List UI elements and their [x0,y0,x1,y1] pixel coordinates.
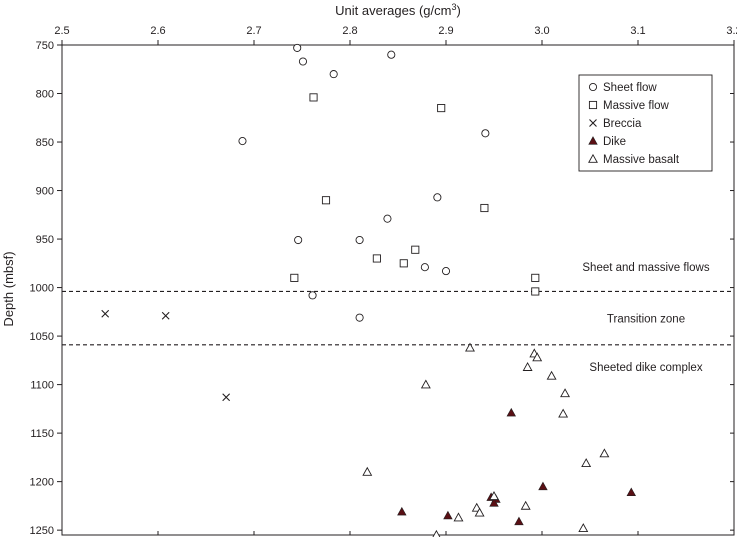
sheet-flow-point [420,263,429,272]
massive-flow-point [290,273,299,282]
sheet-flow-point [481,129,490,138]
legend-marker-breccia [589,119,597,127]
x-axis: 2.5 2.6 2.7 2.8 2.9 3.0 3.1 3.2 [54,25,737,535]
dike-point [489,498,499,507]
massive-basalt-point [532,352,543,362]
legend-label-breccia: Breccia [603,118,642,130]
legend-marker-massive-flow [588,100,598,110]
zone-label: Transition zone [607,314,685,326]
massive-flow-point [309,93,318,102]
x-tick-label: 2.7 [246,25,261,37]
sheet-flow-point [387,50,396,59]
sheet-flow-point [329,70,338,79]
y-tick-label: 1250 [30,525,54,537]
massive-basalt-point [432,529,441,537]
massive-flow-point [321,196,331,205]
massive-flow-point [531,273,540,282]
massive-basalt-point [465,342,475,352]
massive-basalt-point [578,523,589,533]
data-points [101,43,636,537]
x-tick-label: 3.1 [630,25,645,37]
dike-point [443,510,453,520]
x-tick-label: 2.6 [150,25,165,37]
sheet-flow-point [294,235,303,245]
legend: Sheet flow Massive flow Breccia Dike Massive… [578,74,713,172]
massive-flow-point [411,245,420,254]
sheet-flow-point [383,214,392,223]
breccia-point [222,393,231,402]
massive-basalt-point [599,448,610,458]
y-tick-label: 800 [36,89,54,101]
x-tick-label: 2.8 [342,25,357,37]
legend-label-massive-flow: Massive flow [603,100,670,112]
dike-point [397,506,407,516]
dike-point [514,516,524,526]
massive-basalt-point [489,491,499,500]
breccia-point [101,309,110,318]
dike-point [626,487,636,496]
legend-label-sheet-flow: Sheet flow [603,82,657,94]
y-tick-label: 850 [36,137,54,149]
dike-point [538,481,548,491]
sheet-flow-point [441,267,451,276]
y-tick-label: 1050 [30,331,54,343]
sheet-flow-point [238,137,247,146]
legend-box [578,74,713,172]
massive-flow-point [531,287,540,296]
x-tick-label: 3.0 [534,25,549,37]
x-axis-title: Unit averages (g/cm3) [335,2,461,18]
y-tick-label: 1000 [30,283,54,295]
x-tick-label: 3.2 [726,25,737,37]
y-axis: 750 800 850 900 950 1000 1050 1100 1150 1200 1250 [30,40,734,537]
y-tick-label: 1100 [30,380,54,392]
massive-basalt-point [520,500,531,510]
massive-basalt-point [558,408,569,418]
dike-point [506,407,516,417]
plot-frame [61,44,735,536]
massive-basalt-point [522,362,533,371]
zone-label: Sheet and massive flows [582,262,709,274]
massive-basalt-point [581,458,592,468]
x-tick-label: 2.9 [438,25,453,37]
massive-flow-point [437,104,446,113]
sheet-flow-point [308,291,317,300]
legend-label-massive-basalt: Massive basalt [603,154,680,166]
breccia-point [161,311,170,320]
x-tick-label: 2.5 [54,25,69,37]
sheet-flow-point [433,193,442,202]
y-tick-label: 950 [36,234,54,246]
zone-labels: Sheet and massive flows Transition zone Sh… [582,262,709,374]
massive-flow-point [399,259,408,268]
y-tick-label: 750 [36,40,54,52]
y-axis-title: Depth (mbsf) [1,251,16,326]
massive-basalt-point [546,370,557,380]
legend-marker-dike [588,136,598,145]
legend-marker-sheet-flow [588,82,598,92]
sheet-flow-point [298,57,308,66]
legend-label-dike: Dike [603,136,626,148]
massive-flow-point [372,254,381,263]
massive-flow-point [480,203,489,213]
zone-label: Sheeted dike complex [589,362,702,374]
massive-basalt-point [560,388,571,398]
y-tick-label: 1150 [30,428,54,440]
sheet-flow-point [355,235,364,245]
zone-boundaries [62,290,734,346]
sheet-flow-point [293,43,302,52]
y-tick-label: 1200 [30,477,54,489]
massive-basalt-point [362,466,373,476]
legend-marker-massive-basalt [588,153,598,163]
massive-basalt-point [420,379,431,389]
sheet-flow-point [355,313,364,322]
y-tick-label: 900 [36,186,54,198]
massive-basalt-point [474,507,485,517]
massive-basalt-point [453,512,464,522]
